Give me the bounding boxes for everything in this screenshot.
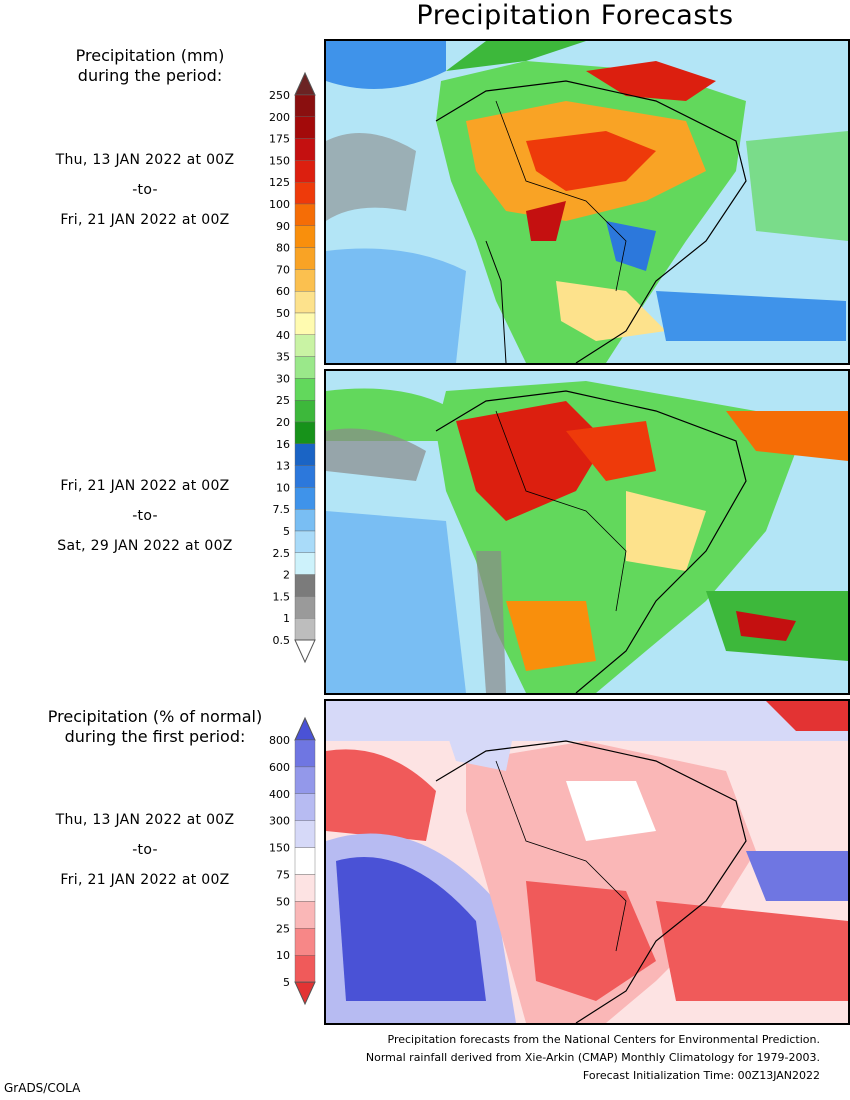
mm-colorbar-swatch bbox=[294, 181, 316, 205]
mm-colorbar-swatch bbox=[294, 160, 316, 183]
mm-colorbar-tick-label: 70 bbox=[276, 263, 290, 276]
pct-colorbar-swatch bbox=[294, 928, 316, 956]
mm-legend-heading-line1: Precipitation (mm) bbox=[75, 46, 225, 65]
forecast-map-period-2 bbox=[324, 369, 850, 695]
pct-colorbar-tick-label: 400 bbox=[269, 788, 290, 801]
mm-colorbar-swatch bbox=[294, 203, 316, 226]
mm-colorbar-swatch bbox=[294, 574, 316, 597]
mm-colorbar-swatch bbox=[294, 552, 316, 575]
pct-colorbar-swatch bbox=[294, 874, 316, 902]
mm-colorbar-tick-label: 250 bbox=[269, 89, 290, 102]
mm-colorbar-swatch bbox=[294, 269, 316, 292]
pct-colorbar: 800 600 400 300 150 75 50 25 10 5 bbox=[269, 716, 316, 1006]
mm-colorbar-tick-label: 175 bbox=[269, 133, 290, 146]
mm-colorbar-arrow-top bbox=[294, 71, 316, 96]
mm-colorbar-swatch bbox=[294, 465, 316, 488]
mm-colorbar-swatch bbox=[294, 138, 316, 161]
pct-colorbar-swatch bbox=[294, 954, 316, 983]
mm-colorbar-swatch bbox=[294, 247, 316, 270]
mm-colorbar-swatch bbox=[294, 225, 316, 248]
mm-colorbar-tick-label: 90 bbox=[276, 220, 290, 233]
mm-colorbar-swatch bbox=[294, 530, 316, 553]
mm-colorbar-swatch bbox=[294, 400, 316, 423]
pct-colorbar-tick-label: 75 bbox=[276, 869, 290, 882]
mm-colorbar-swatch bbox=[294, 290, 316, 314]
pct-colorbar-tick-label: 600 bbox=[269, 761, 290, 774]
mm-colorbar-tick-label: 80 bbox=[276, 242, 290, 255]
mm-colorbar: 2502001751501251009080706050403530252016… bbox=[269, 71, 316, 664]
mm-colorbar-swatch bbox=[294, 596, 316, 619]
mm-colorbar-tick-label: 0.5 bbox=[273, 634, 291, 647]
period-2-to: Sat, 29 JAN 2022 at 00Z bbox=[57, 538, 233, 554]
pct-colorbar-swatch bbox=[294, 793, 316, 821]
mm-colorbar-tick-label: 30 bbox=[276, 372, 290, 385]
mm-colorbar-swatch bbox=[294, 94, 316, 117]
pct-legend-heading-line2: during the first period: bbox=[64, 727, 246, 746]
pct-colorbar-tick-label: 5 bbox=[283, 976, 290, 989]
period-1-from: Thu, 13 JAN 2022 at 00Z bbox=[55, 152, 235, 168]
mm-colorbar-tick-label: 1 bbox=[283, 612, 290, 625]
period-1-sep: -to- bbox=[132, 182, 158, 198]
pct-legend-heading: Precipitation (% of normal) during the f… bbox=[10, 707, 300, 747]
percent-normal-map bbox=[324, 699, 850, 1025]
mm-colorbar-tick-label: 1.5 bbox=[273, 590, 291, 603]
mm-colorbar-swatch bbox=[294, 334, 316, 357]
mm-colorbar-swatch bbox=[294, 443, 316, 466]
mm-colorbar-arrow-bottom bbox=[294, 639, 316, 664]
mm-colorbar-tick-label: 60 bbox=[276, 285, 290, 298]
mm-legend-heading-line2: during the period: bbox=[77, 66, 223, 85]
page-title: Precipitation Forecasts bbox=[416, 0, 734, 31]
mm-colorbar-tick-label: 10 bbox=[276, 481, 290, 494]
pct-colorbar-swatch bbox=[294, 901, 316, 929]
mm-colorbar-tick-label: 25 bbox=[276, 394, 290, 407]
period-3-from: Thu, 13 JAN 2022 at 00Z bbox=[55, 812, 235, 828]
mm-colorbar-tick-label: 125 bbox=[269, 176, 290, 189]
mm-colorbar-tick-label: 13 bbox=[276, 460, 290, 473]
credit-line-1: Precipitation forecasts from the Nationa… bbox=[387, 1033, 821, 1046]
pct-colorbar-tick-label: 10 bbox=[276, 949, 290, 962]
mm-colorbar-tick-label: 200 bbox=[269, 111, 290, 124]
pct-colorbar-swatch bbox=[294, 739, 316, 768]
pct-colorbar-tick-label: 25 bbox=[276, 922, 290, 935]
mm-colorbar-swatch bbox=[294, 421, 316, 444]
mm-colorbar-tick-label: 2.5 bbox=[273, 547, 291, 560]
mm-colorbar-tick-label: 2 bbox=[283, 569, 290, 582]
period-3-to: Fri, 21 JAN 2022 at 00Z bbox=[60, 872, 230, 888]
forecast-map-period-1 bbox=[324, 39, 850, 365]
mm-colorbar-swatch bbox=[294, 618, 316, 641]
pct-legend-heading-line1: Precipitation (% of normal) bbox=[47, 707, 263, 726]
mm-colorbar-tick-label: 40 bbox=[276, 329, 290, 342]
mm-colorbar-swatch bbox=[294, 356, 316, 379]
pct-colorbar-tick-label: 150 bbox=[269, 842, 290, 855]
mm-colorbar-swatch bbox=[294, 487, 316, 510]
pct-colorbar-arrow-bottom bbox=[294, 981, 316, 1006]
mm-colorbar-tick-label: 7.5 bbox=[273, 503, 291, 516]
mm-colorbar-swatch bbox=[294, 312, 316, 335]
mm-colorbar-swatch bbox=[294, 116, 316, 139]
credit-line-2: Normal rainfall derived from Xie-Arkin (… bbox=[365, 1051, 820, 1064]
pct-colorbar-tick-label: 50 bbox=[276, 895, 290, 908]
pct-colorbar-arrow-top bbox=[294, 716, 316, 741]
pct-colorbar-swatch bbox=[294, 766, 316, 795]
mm-legend-heading: Precipitation (mm) during the period: bbox=[35, 46, 265, 86]
period-3-sep: -to- bbox=[132, 842, 158, 858]
mm-colorbar-swatch bbox=[294, 378, 316, 401]
mm-colorbar-tick-label: 5 bbox=[283, 525, 290, 538]
mm-colorbar-tick-label: 35 bbox=[276, 351, 290, 364]
period-2-sep: -to- bbox=[132, 508, 158, 524]
period-1-to: Fri, 21 JAN 2022 at 00Z bbox=[60, 212, 230, 228]
mm-colorbar-tick-label: 150 bbox=[269, 154, 290, 167]
mm-colorbar-tick-label: 100 bbox=[269, 198, 290, 211]
mm-colorbar-tick-label: 16 bbox=[276, 438, 290, 451]
credit-line-3: Forecast Initialization Time: 00Z13JAN20… bbox=[582, 1069, 820, 1082]
mm-colorbar-tick-label: 20 bbox=[276, 416, 290, 429]
mm-colorbar-swatch bbox=[294, 509, 316, 532]
grads-credit: GrADS/COLA bbox=[4, 1081, 81, 1095]
pct-colorbar-swatch bbox=[294, 847, 316, 875]
period-2-from: Fri, 21 JAN 2022 at 00Z bbox=[60, 478, 230, 494]
pct-colorbar-tick-label: 300 bbox=[269, 815, 290, 828]
pct-colorbar-swatch bbox=[294, 820, 316, 848]
pct-colorbar-tick-label: 800 bbox=[269, 734, 290, 747]
mm-colorbar-tick-label: 50 bbox=[276, 307, 290, 320]
